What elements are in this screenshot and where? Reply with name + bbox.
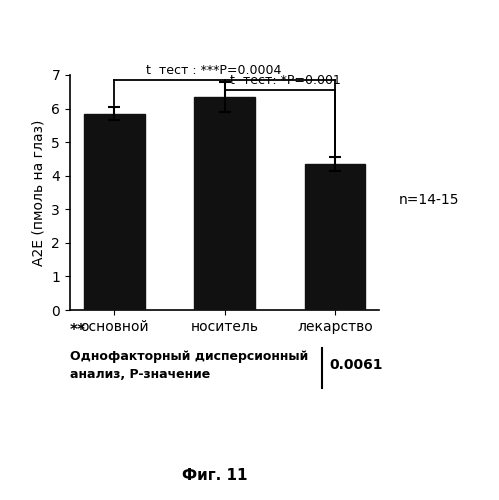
Text: t  тест : ***P=0.0004: t тест : ***P=0.0004 xyxy=(146,64,281,78)
Text: анализ, P-значение: анализ, P-значение xyxy=(70,368,210,380)
Text: **: ** xyxy=(70,322,86,338)
Bar xyxy=(304,164,365,310)
Text: t  тест: *P=0.001: t тест: *P=0.001 xyxy=(230,74,341,88)
Text: 0.0061: 0.0061 xyxy=(329,358,383,372)
Bar xyxy=(84,114,145,310)
Bar xyxy=(194,97,255,310)
Y-axis label: A2E (пмоль на глаз): A2E (пмоль на глаз) xyxy=(32,120,46,266)
Text: n=14-15: n=14-15 xyxy=(399,193,460,207)
Text: Однофакторный дисперсионный: Однофакторный дисперсионный xyxy=(70,350,308,363)
Text: Фиг. 11: Фиг. 11 xyxy=(182,468,248,482)
